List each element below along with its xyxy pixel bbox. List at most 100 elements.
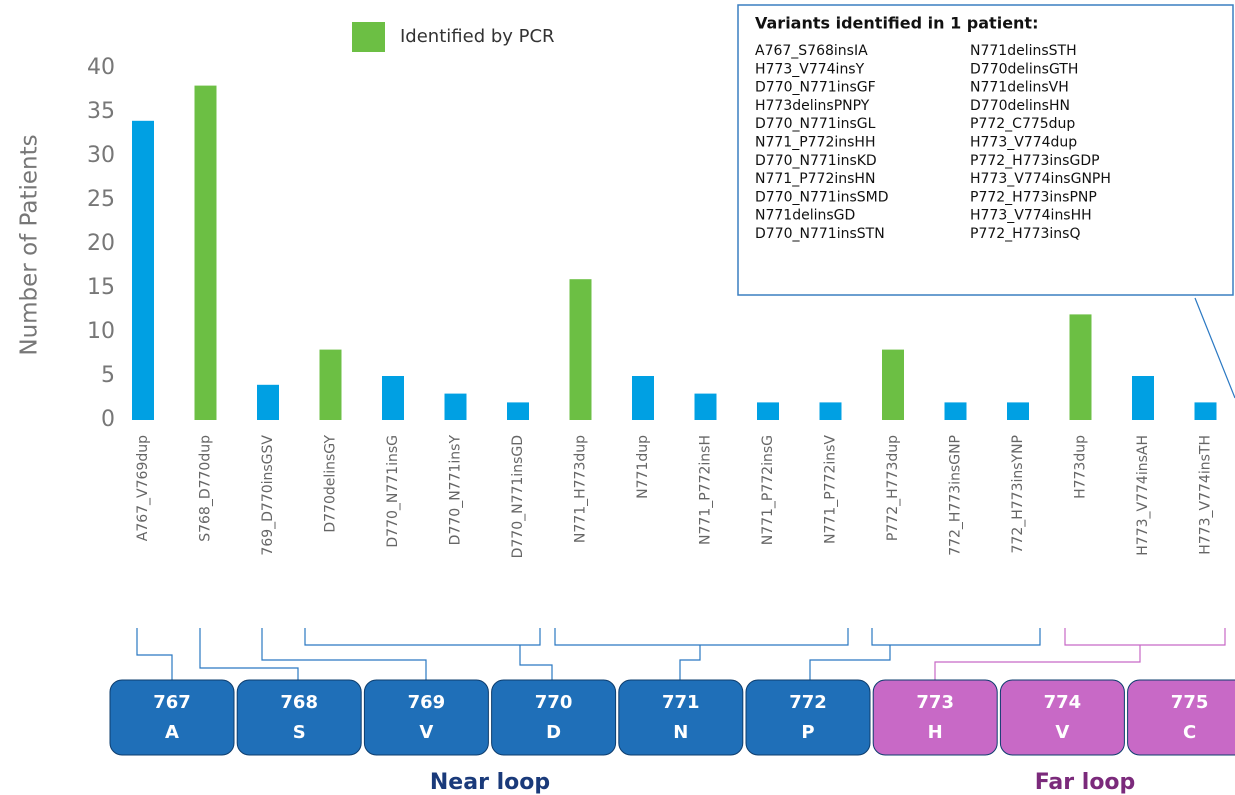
residue-number: 772 [789, 692, 827, 713]
residue-number: 767 [153, 692, 191, 713]
residue-letter: A [165, 722, 179, 743]
residue-box [872, 679, 998, 756]
residue-letter: C [1183, 722, 1196, 743]
residue-box [236, 679, 362, 756]
loop-label: Far loop [1035, 770, 1136, 795]
y-tick-label: 5 [101, 363, 115, 388]
bar [382, 376, 404, 420]
residue-box [1127, 679, 1235, 756]
bar [132, 120, 154, 421]
connectors [136, 297, 1235, 680]
bar [819, 402, 842, 420]
legend-swatch [352, 22, 385, 52]
y-tick-label: 10 [87, 319, 115, 344]
x-tick-label: D770_N771insG [385, 435, 401, 548]
inset-variant: D770_N771insGL [755, 116, 876, 132]
loop-label: Near loop [430, 770, 550, 795]
residue-letter: S [293, 722, 306, 743]
residue-box [999, 679, 1125, 756]
x-tick-label: H773dup [1073, 435, 1089, 499]
bar [1132, 376, 1154, 420]
bar [1007, 402, 1029, 420]
bar [569, 279, 592, 420]
inset-variant: N771delinsGD [755, 208, 855, 224]
inset-variant: H773delinsPNPY [755, 98, 870, 114]
residue-letter: H [928, 722, 943, 743]
inset-variant: A767_S768insIA [755, 43, 868, 59]
x-tick-label: N771_P772insH [698, 435, 714, 545]
x-tick-label: P772_H773dup [885, 435, 901, 541]
x-tick-label: D770_N771insY [448, 435, 464, 546]
residue-number: 773 [916, 692, 954, 713]
legend-label: Identified by PCR [400, 26, 555, 47]
residue-letter: P [801, 722, 814, 743]
inset-variant: H773_V774insY [755, 61, 865, 77]
x-tick-label: N771_P772insV [823, 435, 839, 544]
inset-variant: D770_N771insSMD [755, 189, 889, 205]
inset-variant: N771_P772insHN [755, 171, 875, 187]
inset-variant: D770_N771insSTN [755, 226, 885, 242]
residue-letter: D [546, 722, 561, 743]
inset-variant: P772_H773insPNP [970, 189, 1097, 205]
inset-variant: H773_V774insHH [970, 208, 1092, 224]
bar [444, 393, 467, 420]
far-connectors [934, 628, 1226, 680]
residue-number: 771 [662, 692, 700, 713]
residue-letter: N [673, 722, 688, 743]
bar [319, 349, 342, 420]
inset-variant: N771delinsSTH [970, 43, 1077, 59]
bar [694, 393, 717, 420]
x-tick-label: N771dup [635, 435, 651, 499]
y-tick-label: 25 [87, 187, 115, 212]
inset-variant: N771delinsVH [970, 80, 1069, 96]
y-tick-label: 15 [87, 275, 115, 300]
inset-box [737, 4, 1234, 296]
x-tick-label: D770delinsGY [323, 435, 339, 533]
y-tick-label: 20 [87, 231, 115, 256]
x-tick-label: H773_V774insTH [1198, 435, 1214, 555]
inset-variant: P772_H773insQ [970, 226, 1081, 242]
x-tick-label: N771_P772insG [760, 435, 776, 545]
y-tick-label: 30 [87, 143, 115, 168]
residue-box [109, 679, 235, 756]
x-tick-label: A767_V769dup [135, 435, 151, 541]
bar [882, 349, 904, 420]
residue-box [491, 679, 617, 756]
bar [194, 85, 217, 420]
residue-number: 769 [408, 692, 446, 713]
bar [507, 402, 529, 420]
bar [257, 384, 279, 420]
bar [757, 402, 779, 420]
x-tick-label: 769_D770insGSV [260, 435, 276, 556]
residue-letter: V [1055, 722, 1069, 743]
residue-box [618, 679, 744, 756]
x-tick-label: 772_H773insGNP [948, 435, 964, 556]
bar [1194, 402, 1217, 420]
residue-number: 775 [1171, 692, 1209, 713]
x-tick-label: H773_V774insAH [1135, 435, 1151, 556]
x-tick-label: N771_H773dup [573, 435, 589, 543]
residue-number: 770 [535, 692, 573, 713]
residue-letter: V [419, 722, 433, 743]
y-axis-label: Number of Patients [17, 134, 43, 355]
bar [1069, 314, 1092, 420]
inset-variant: P772_C775dup [970, 116, 1075, 132]
bar [944, 402, 967, 420]
residue-number: 768 [280, 692, 318, 713]
inset-variant: N771_P772insHH [755, 135, 875, 151]
inset-variant: D770_N771insKD [755, 153, 877, 169]
inset-variant: H773_V774dup [970, 135, 1077, 151]
residue-number: 774 [1044, 692, 1082, 713]
inset-variant: D770delinsGTH [970, 61, 1078, 77]
inset-variant: D770delinsHN [970, 98, 1070, 114]
inset-variant: D770_N771insGF [755, 80, 876, 96]
inset-variant: P772_H773insGDP [970, 153, 1100, 169]
x-tick-label: S768_D770dup [198, 435, 214, 542]
y-tick-label: 0 [101, 407, 115, 432]
y-tick-label: 40 [87, 55, 115, 80]
y-tick-label: 35 [87, 99, 115, 124]
x-tick-label: 772_H773insYNP [1010, 435, 1026, 554]
inset-title: Variants identified in 1 patient: [755, 14, 1038, 33]
inset-variant: H773_V774insGNPH [970, 171, 1111, 187]
